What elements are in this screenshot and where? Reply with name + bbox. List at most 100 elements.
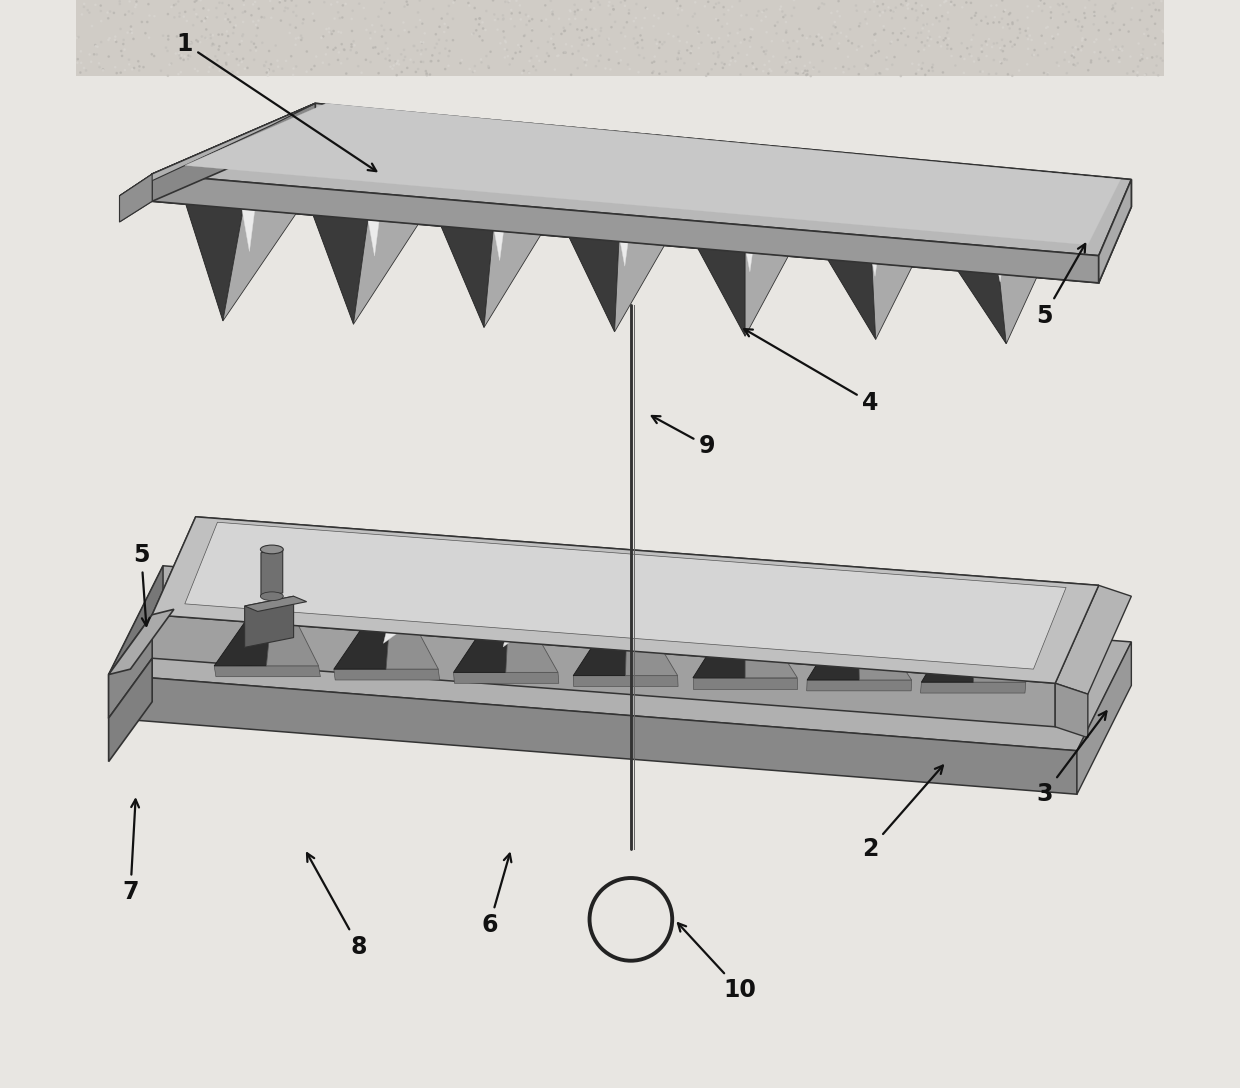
Point — [1142, 49, 1162, 66]
Point — [1042, 9, 1061, 26]
Point — [973, 63, 993, 81]
Point — [812, 28, 832, 46]
Point — [444, 0, 464, 11]
Point — [67, 54, 87, 72]
Point — [376, 35, 396, 52]
Point — [675, 54, 694, 72]
Point — [126, 0, 146, 13]
Point — [1008, 12, 1028, 29]
Polygon shape — [867, 234, 880, 276]
Point — [460, 0, 480, 14]
Point — [105, 59, 125, 76]
Point — [572, 36, 591, 53]
Point — [937, 24, 957, 41]
Ellipse shape — [260, 592, 283, 601]
Point — [342, 38, 362, 55]
Point — [789, 49, 808, 66]
Point — [188, 33, 208, 50]
Point — [1117, 65, 1137, 83]
Point — [233, 26, 253, 44]
Point — [1034, 64, 1054, 82]
Point — [1089, 22, 1109, 39]
Point — [1105, 2, 1125, 20]
Point — [606, 44, 626, 61]
Point — [243, 13, 263, 30]
Polygon shape — [119, 103, 315, 196]
Polygon shape — [1099, 180, 1131, 283]
Point — [787, 65, 807, 83]
Point — [1151, 50, 1171, 67]
Point — [105, 32, 125, 49]
Point — [210, 0, 229, 11]
Point — [828, 40, 848, 58]
Polygon shape — [503, 606, 517, 647]
Point — [254, 9, 274, 26]
Point — [827, 2, 847, 20]
Point — [87, 46, 107, 63]
Point — [626, 18, 646, 36]
Point — [1049, 58, 1069, 75]
Point — [1152, 22, 1172, 39]
Point — [852, 38, 872, 55]
Point — [1153, 23, 1173, 40]
Point — [1073, 32, 1092, 49]
Point — [773, 59, 792, 76]
Point — [620, 60, 640, 77]
Point — [812, 52, 832, 70]
Point — [450, 54, 470, 72]
Point — [841, 21, 861, 38]
Point — [104, 4, 124, 22]
Point — [417, 66, 436, 84]
Point — [466, 11, 486, 28]
Point — [479, 58, 498, 75]
Point — [1004, 36, 1024, 53]
Point — [601, 18, 621, 36]
Point — [242, 7, 262, 24]
Point — [911, 60, 931, 77]
Point — [417, 64, 436, 82]
Point — [208, 41, 228, 59]
Text: 10: 10 — [678, 924, 756, 1002]
Text: 5: 5 — [1037, 244, 1085, 327]
Point — [761, 62, 781, 79]
Point — [898, 0, 918, 14]
Point — [99, 29, 119, 47]
Point — [591, 20, 611, 37]
Point — [291, 27, 311, 45]
Point — [999, 20, 1019, 37]
Point — [141, 46, 161, 63]
Point — [1017, 27, 1037, 45]
Point — [259, 61, 279, 78]
Point — [689, 55, 709, 73]
Point — [1128, 35, 1148, 52]
Point — [184, 16, 203, 34]
Point — [459, 0, 479, 12]
Point — [1099, 52, 1118, 70]
Point — [811, 32, 831, 49]
Point — [176, 32, 196, 49]
Point — [1069, 13, 1089, 30]
Point — [543, 36, 563, 53]
Point — [1146, 1, 1166, 18]
Point — [494, 10, 513, 27]
Point — [270, 0, 290, 11]
Point — [882, 10, 901, 27]
Point — [1056, 0, 1076, 15]
Point — [198, 1, 218, 18]
Point — [650, 65, 670, 83]
Point — [301, 61, 321, 78]
Point — [1030, 0, 1050, 10]
Point — [1068, 54, 1087, 72]
Point — [258, 64, 278, 82]
Point — [305, 58, 325, 75]
Polygon shape — [267, 579, 319, 666]
Point — [232, 27, 252, 45]
Point — [200, 59, 219, 76]
Point — [124, 59, 144, 76]
Point — [888, 32, 908, 49]
Point — [1102, 0, 1122, 14]
Text: 4: 4 — [744, 329, 878, 415]
Point — [218, 46, 238, 63]
Point — [93, 62, 113, 79]
Point — [833, 58, 853, 75]
